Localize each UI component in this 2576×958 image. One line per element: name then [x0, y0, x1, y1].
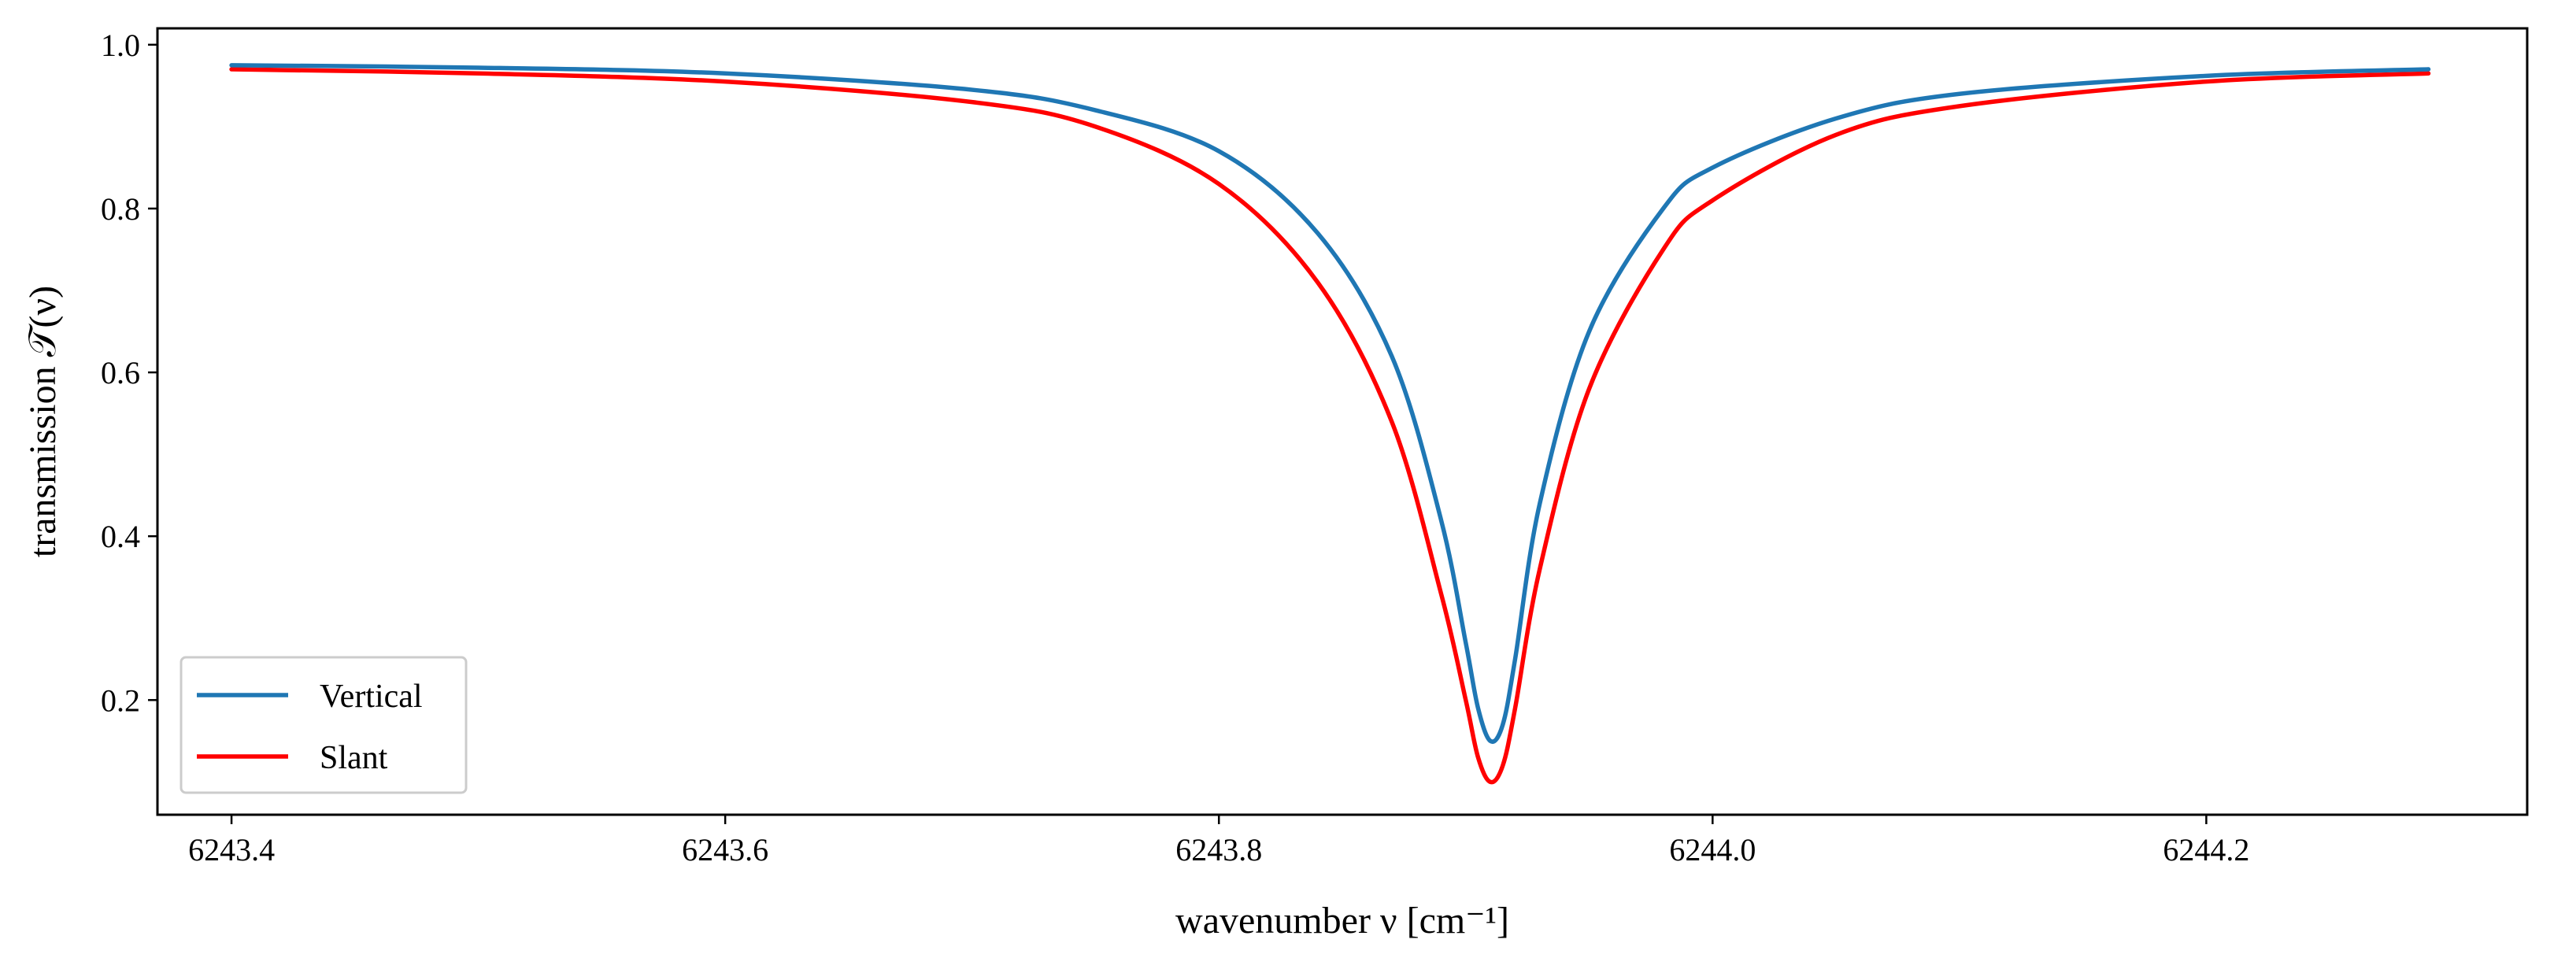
series-group: [229, 63, 2431, 785]
y-axis: 0.2 0.4 0.6 0.8 1.0: [101, 28, 157, 718]
series-line-vertical: [229, 63, 2431, 744]
x-tick-label: 6243.4: [188, 832, 275, 867]
legend-label-slant: Slant: [320, 740, 388, 776]
x-axis: 6243.4 6243.6 6243.8 6244.0 6244.2: [188, 815, 2249, 867]
x-tick-label: 6243.6: [682, 832, 768, 867]
axes-frame: [156, 27, 2529, 816]
y-tick-label: 0.4: [101, 519, 140, 554]
x-axis-label: wavenumber ν [cm⁻¹]: [1175, 900, 1509, 941]
plot-area: [156, 27, 2529, 816]
y-tick-label: 1.0: [101, 28, 140, 63]
legend-label-vertical: Vertical: [320, 679, 423, 715]
y-tick-label: 0.2: [101, 682, 140, 718]
legend-box: [180, 656, 468, 794]
series-line-slant: [229, 67, 2431, 785]
legend: Vertical Slant: [180, 656, 468, 794]
x-tick-label: 6244.2: [2163, 832, 2249, 867]
y-axis-label: transmission 𝒯(ν): [22, 286, 64, 557]
y-tick-label: 0.8: [101, 191, 140, 227]
y-tick-label: 0.6: [101, 355, 140, 390]
x-tick-label: 6244.0: [1669, 832, 1756, 867]
x-tick-label: 6243.8: [1175, 832, 1262, 867]
